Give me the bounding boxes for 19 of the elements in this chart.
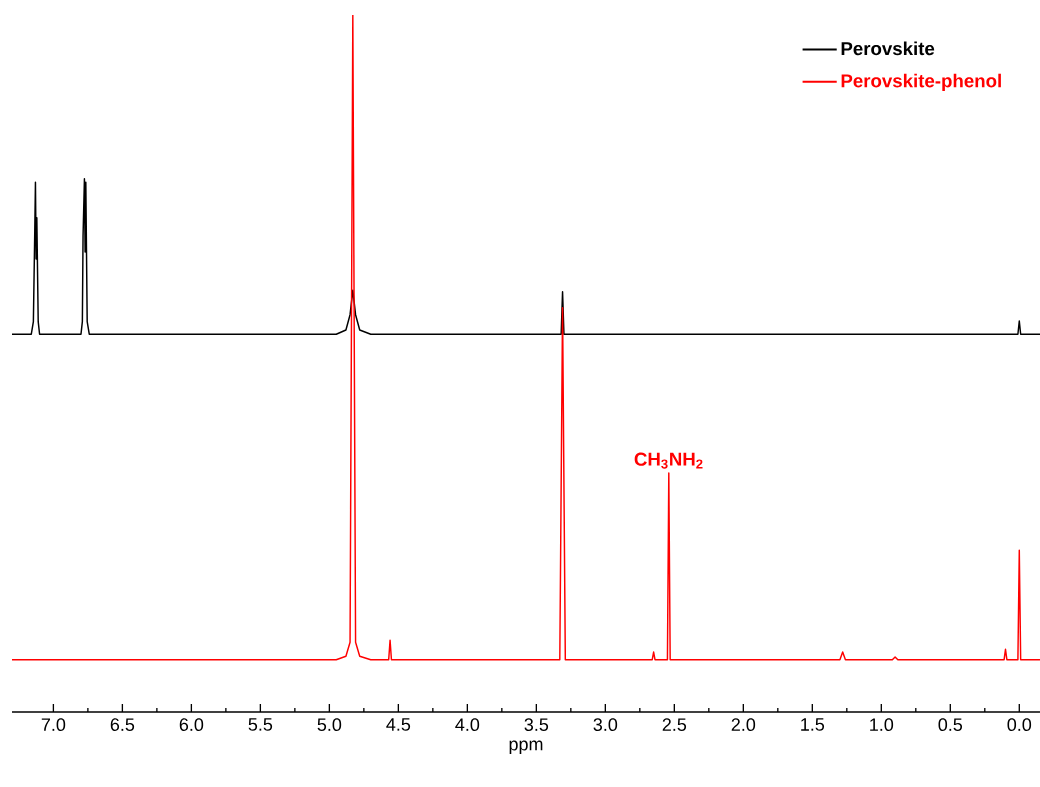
x-tick-label: 0.0: [1007, 718, 1032, 731]
x-tick-label: 1.5: [801, 718, 825, 731]
x-tick-label: 3.0: [593, 718, 618, 731]
x-tick-label: 7.0: [41, 718, 66, 731]
x-tick-label: 0.5: [938, 718, 963, 731]
x-tick-label: 3.5: [524, 718, 549, 731]
x-tick-label: 5.0: [317, 718, 342, 731]
x-tick-label: 5.5: [248, 718, 273, 731]
x-axis-title: ppm: [509, 740, 543, 755]
legend-label: Perovskite: [841, 41, 935, 56]
legend-label: Perovskite-phenol: [841, 73, 1001, 92]
x-tick-label: 2.5: [662, 718, 687, 731]
x-tick-label: 6.0: [179, 718, 204, 731]
x-tick-label: 4.5: [386, 718, 411, 731]
x-tick-label: 4.0: [455, 718, 480, 731]
annotation: CH$_{3}$NH$_{2}$: [634, 452, 703, 469]
x-tick-label: 2.0: [731, 718, 756, 731]
x-tick-label: 6.5: [110, 718, 135, 731]
x-tick-label: 1.0: [870, 718, 894, 731]
